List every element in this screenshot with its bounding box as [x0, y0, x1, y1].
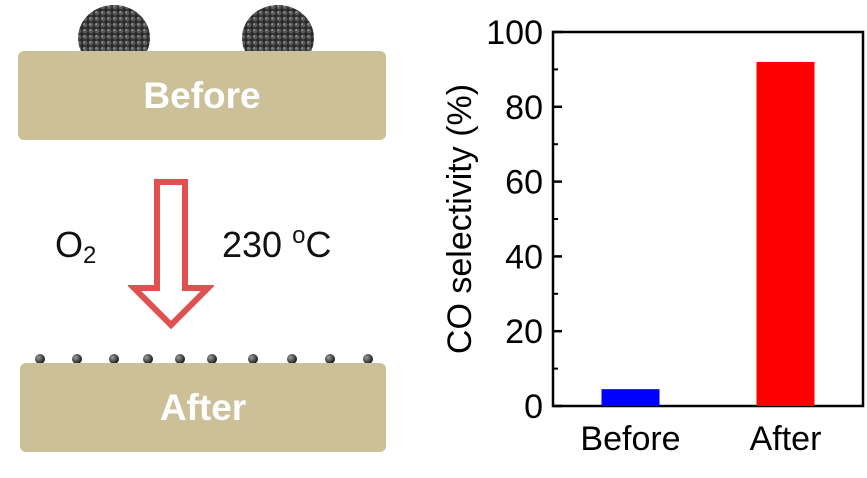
small-particle-icon — [325, 354, 335, 364]
before-support-slab: Before — [18, 51, 386, 140]
y-tick-label: 60 — [505, 164, 543, 202]
x-tick-label: Before — [580, 420, 680, 458]
y-tick-label: 80 — [505, 89, 543, 127]
bar-after — [756, 61, 815, 407]
after-panel-label: After — [159, 386, 247, 428]
small-particle-icon — [143, 354, 153, 364]
small-particle-icon — [287, 354, 297, 364]
after-support-slab: After — [20, 363, 386, 452]
small-particle-icon — [72, 354, 82, 364]
plot-frame — [551, 30, 865, 408]
before-panel-label: Before — [143, 74, 261, 116]
x-tick-label: After — [750, 420, 822, 458]
small-particle-icon — [175, 354, 185, 364]
y-axis-label: CO selectivity (%) — [441, 84, 479, 354]
small-particle-icon — [35, 354, 45, 364]
small-particle-icon — [248, 354, 258, 364]
y-tick-label: 40 — [505, 238, 543, 276]
y-tick-label: 100 — [486, 14, 543, 52]
temperature-condition: 230 oC — [222, 222, 332, 265]
gas-condition: O2 — [55, 224, 97, 269]
y-tick-label: 20 — [505, 313, 543, 351]
small-particle-icon — [109, 354, 119, 364]
small-particle-icon — [207, 354, 217, 364]
y-tick-label: 0 — [524, 388, 543, 426]
bar-before — [601, 389, 660, 406]
small-particle-icon — [363, 354, 373, 364]
co-selectivity-chart: 0 20 40 60 80 100 Before After CO selectivity (%… — [441, 14, 865, 458]
down-arrow-icon — [128, 179, 214, 330]
